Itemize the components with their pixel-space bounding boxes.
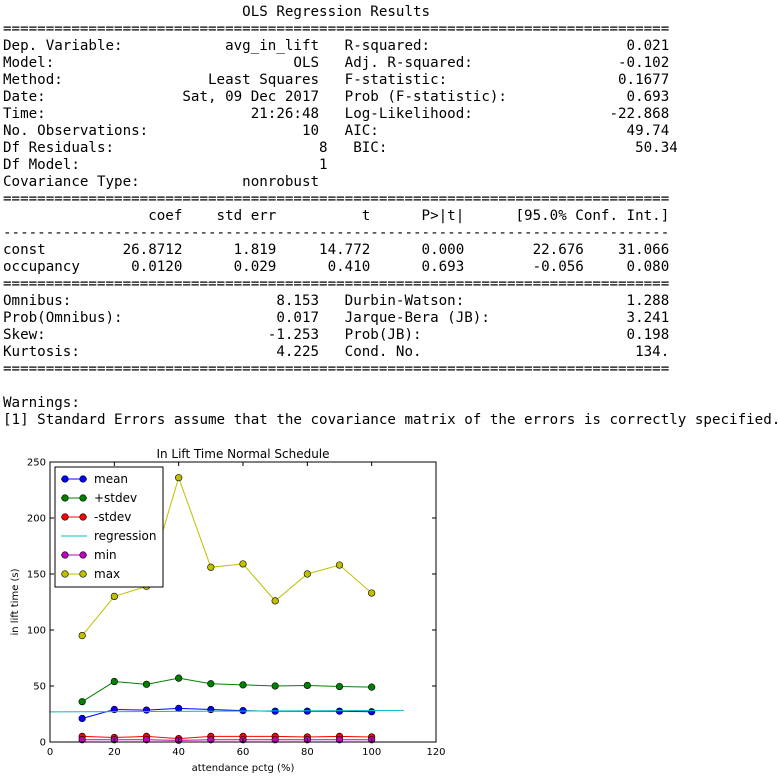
x-tick-label: 40 bbox=[172, 747, 185, 758]
point-min bbox=[142, 736, 151, 744]
legend-marker bbox=[79, 551, 87, 559]
point-+stdev bbox=[239, 681, 247, 689]
summary-line: const 26.8712 1.819 14.772 0.000 22.676 … bbox=[3, 242, 670, 258]
point-mean bbox=[207, 705, 215, 714]
summary-line: Model: OLS Adj. R-squared: -0.102 bbox=[3, 55, 670, 71]
point-mean bbox=[78, 714, 86, 723]
y-tick-label: 250 bbox=[27, 458, 46, 469]
legend-marker bbox=[79, 513, 87, 521]
y-tick-label: 150 bbox=[27, 570, 46, 581]
point-max bbox=[175, 474, 183, 482]
point-min bbox=[335, 736, 344, 744]
summary-line: Prob(Omnibus): 0.017 Jarque-Bera (JB): 3… bbox=[3, 310, 670, 326]
point-+stdev bbox=[271, 682, 279, 690]
summary-line: ----------------------------------------… bbox=[3, 225, 670, 241]
legend-marker bbox=[79, 494, 87, 502]
summary-line: coef std err t P>|t| [95.0% Conf. Int.] bbox=[3, 208, 670, 224]
summary-line: Skew: -1.253 Prob(JB): 0.198 bbox=[3, 327, 670, 343]
point-+stdev bbox=[207, 680, 215, 688]
legend-marker bbox=[61, 513, 69, 521]
summary-line: Warnings: bbox=[3, 395, 80, 411]
summary-line: OLS Regression Results bbox=[3, 4, 670, 20]
point-+stdev bbox=[303, 681, 311, 690]
series-line-regression bbox=[49, 709, 404, 713]
legend-label: -stdev bbox=[94, 510, 131, 524]
legend-marker bbox=[61, 475, 69, 483]
summary-line: Dep. Variable: avg_in_lift R-squared: 0.… bbox=[3, 38, 670, 54]
x-tick-label: 0 bbox=[47, 747, 53, 758]
legend-marker bbox=[61, 570, 69, 578]
summary-line: ========================================… bbox=[3, 21, 670, 37]
y-axis-label: in lift time (s) bbox=[10, 568, 21, 635]
point-+stdev bbox=[175, 674, 183, 682]
x-axis-label: attendance pctg (%) bbox=[192, 763, 295, 774]
legend-marker bbox=[79, 570, 87, 578]
point-max bbox=[368, 589, 376, 597]
summary-line: occupancy 0.0120 0.029 0.410 0.693 -0.05… bbox=[3, 259, 670, 275]
y-tick-label: 50 bbox=[33, 682, 46, 693]
point-min bbox=[207, 736, 215, 744]
x-tick-label: 60 bbox=[237, 747, 250, 758]
legend-label: mean bbox=[94, 472, 128, 486]
summary-line: No. Observations: 10 AIC: 49.74 bbox=[3, 123, 670, 139]
point-+stdev bbox=[142, 680, 151, 688]
point-max bbox=[271, 597, 279, 605]
legend-label: max bbox=[94, 567, 120, 581]
point-max bbox=[335, 561, 344, 569]
series-line-min bbox=[82, 739, 372, 741]
legend-marker bbox=[79, 475, 87, 483]
point-mean bbox=[175, 704, 183, 713]
point-min bbox=[78, 736, 86, 744]
point-+stdev bbox=[368, 683, 376, 691]
chart: In Lift Time Normal Schedule in lift tim… bbox=[10, 447, 446, 774]
plot-frame bbox=[49, 461, 437, 743]
summary-line: ========================================… bbox=[3, 276, 670, 292]
point-max bbox=[207, 563, 215, 571]
legend-label: regression bbox=[94, 529, 157, 543]
y-tick-label: 100 bbox=[27, 626, 46, 637]
point-+stdev bbox=[110, 677, 118, 686]
x-tick-label: 120 bbox=[426, 747, 445, 758]
legend-marker bbox=[61, 551, 69, 559]
ols-summary: OLS Regression Results =================… bbox=[3, 4, 779, 429]
summary-line: Covariance Type: nonrobust bbox=[3, 174, 670, 190]
series-line-+stdev bbox=[81, 677, 372, 703]
summary-line: Df Residuals: 8 BIC: 50.34 bbox=[3, 140, 678, 156]
summary-line: Kurtosis: 4.225 Cond. No. 134. bbox=[3, 344, 670, 360]
y-tick-label: 0 bbox=[40, 738, 46, 749]
point-max bbox=[239, 560, 247, 568]
point-mean bbox=[142, 706, 151, 714]
point-mean bbox=[368, 708, 376, 716]
summary-line: Df Model: 1 bbox=[3, 157, 678, 173]
plot-series bbox=[49, 474, 404, 744]
point-+stdev bbox=[78, 698, 86, 706]
point-max bbox=[78, 632, 86, 640]
x-tick-label: 80 bbox=[301, 747, 314, 758]
series-line-mean bbox=[82, 707, 372, 719]
legend-label: +stdev bbox=[94, 491, 137, 505]
legend-label: min bbox=[94, 548, 117, 562]
legend-marker bbox=[61, 494, 69, 502]
summary-line: Method: Least Squares F-statistic: 0.167… bbox=[3, 72, 670, 88]
point-max bbox=[303, 570, 311, 578]
x-tick-label: 100 bbox=[362, 747, 381, 758]
point-+stdev bbox=[335, 682, 344, 691]
legend: mean +stdev -stdev regression min max bbox=[54, 466, 164, 588]
summary-line: [1] Standard Errors assume that the cova… bbox=[3, 412, 779, 428]
chart-title: In Lift Time Normal Schedule bbox=[156, 447, 329, 461]
summary-line: Date: Sat, 09 Dec 2017 Prob (F-statistic… bbox=[3, 89, 670, 105]
y-tick-label: 200 bbox=[27, 514, 46, 525]
summary-line bbox=[3, 378, 779, 395]
summary-line: Time: 21:26:48 Log-Likelihood: -22.868 bbox=[3, 106, 670, 122]
axis-ticks: 0 20 40 60 80 100 120 0 50 100 150 200 250 bbox=[27, 458, 446, 759]
x-tick-label: 20 bbox=[108, 747, 121, 758]
point-min bbox=[271, 736, 279, 744]
point-max bbox=[110, 592, 118, 600]
series-line--stdev bbox=[82, 735, 372, 740]
summary-line: ========================================… bbox=[3, 191, 670, 207]
legend-box bbox=[54, 466, 164, 588]
summary-line: ========================================… bbox=[3, 361, 670, 377]
summary-line: Omnibus: 8.153 Durbin-Watson: 1.288 bbox=[3, 293, 670, 309]
series-line-max bbox=[81, 476, 372, 636]
